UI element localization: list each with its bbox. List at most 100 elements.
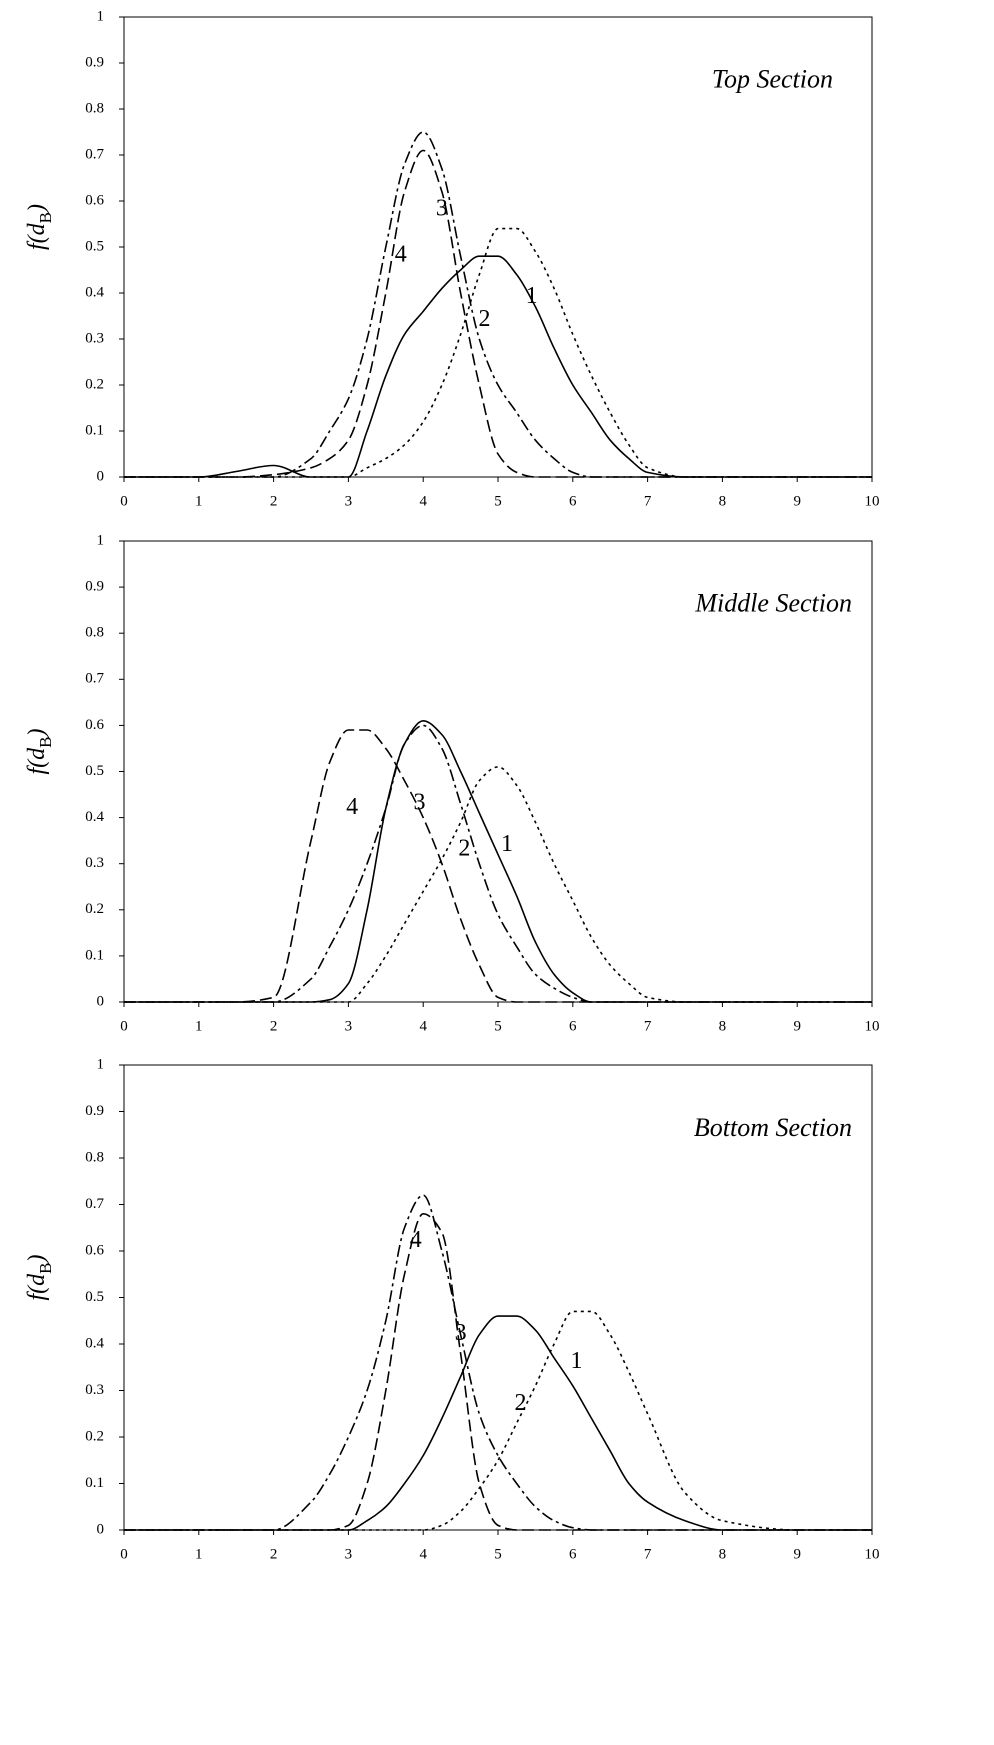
panel-title: Bottom Section (694, 1113, 852, 1142)
y-tick-label: 0 (97, 993, 105, 1009)
y-tick-label: 0.9 (85, 1103, 104, 1119)
series-line (124, 131, 873, 478)
y-tick-label: 0.5 (85, 238, 104, 254)
x-tick-label: 2 (270, 493, 278, 509)
x-tick-label: 6 (569, 1018, 577, 1034)
x-tick-label: 0 (120, 1018, 128, 1034)
y-axis-label-part: ) (24, 204, 50, 214)
x-tick-label: 10 (865, 1546, 880, 1562)
y-tick-label: 0 (97, 468, 105, 484)
x-tick-label: 2 (270, 1546, 278, 1562)
series-line (123, 766, 872, 1003)
x-tick-label: 6 (569, 493, 577, 509)
x-tick-label: 7 (644, 1018, 652, 1034)
y-tick-label: 0.4 (85, 284, 104, 300)
x-tick-label: 9 (793, 1018, 801, 1034)
y-axis-label: f(dB) (24, 728, 56, 774)
y-axis-label-part: ) (24, 728, 50, 738)
series-label: 1 (501, 831, 513, 857)
series-line (123, 729, 872, 1003)
series-label: 2 (514, 1390, 526, 1416)
series-label: 2 (458, 835, 470, 861)
y-axis-label: f(dB) (24, 1254, 56, 1300)
x-tick-label: 1 (195, 1018, 203, 1034)
series-label: 3 (413, 789, 425, 815)
x-tick-label: 0 (120, 1546, 128, 1562)
x-tick-label: 6 (569, 1546, 577, 1562)
y-tick-label: 0.6 (85, 192, 104, 208)
x-tick-label: 5 (494, 493, 502, 509)
y-tick-label: 0.9 (85, 54, 104, 70)
x-tick-label: 10 (865, 1018, 880, 1034)
y-tick-label: 1 (97, 8, 105, 24)
series-label: 2 (479, 306, 491, 332)
series-line (124, 227, 873, 478)
x-tick-label: 3 (345, 1546, 353, 1562)
y-tick-label: 0 (97, 1521, 105, 1537)
y-tick-label: 0.8 (85, 1149, 104, 1165)
panel-title: Top Section (712, 64, 833, 93)
series-label: 4 (410, 1227, 422, 1253)
series-label: 3 (436, 196, 448, 222)
y-tick-label: 0.8 (85, 100, 104, 116)
x-tick-label: 3 (345, 493, 353, 509)
y-tick-label: 0.1 (85, 947, 104, 963)
y-axis-label-part: f(d (24, 1273, 50, 1301)
y-tick-label: 0.9 (85, 579, 104, 595)
y-tick-label: 0.2 (85, 376, 104, 392)
y-tick-label: 0.7 (85, 671, 104, 687)
y-tick-label: 0.7 (85, 1196, 104, 1212)
y-tick-label: 1 (97, 532, 105, 548)
series-label: 1 (571, 1348, 583, 1374)
x-tick-label: 4 (419, 1018, 427, 1034)
y-tick-label: 0.2 (85, 901, 104, 917)
x-tick-label: 3 (345, 1018, 353, 1034)
x-tick-label: 5 (494, 1546, 502, 1562)
x-tick-label: 9 (793, 1546, 801, 1562)
x-tick-label: 8 (719, 1018, 727, 1034)
x-tick-label: 8 (719, 493, 727, 509)
y-tick-label: 0.6 (85, 1242, 104, 1258)
y-axis-label-part: B (36, 212, 55, 223)
y-axis-label-part: f(d (24, 222, 50, 250)
series-label: 4 (395, 242, 407, 268)
series-line (123, 1212, 872, 1531)
series-line (123, 719, 872, 1003)
x-tick-label: 7 (644, 493, 652, 509)
y-tick-label: 0.4 (85, 1335, 104, 1351)
y-tick-label: 0.8 (85, 625, 104, 641)
panel-title: Middle Section (694, 589, 852, 618)
series-line (123, 1310, 872, 1531)
y-axis-label-part: ) (24, 1254, 50, 1264)
series-label: 1 (526, 283, 538, 309)
y-tick-label: 0.4 (85, 809, 104, 825)
x-tick-label: 4 (419, 1546, 427, 1562)
series-line (123, 1194, 872, 1531)
y-tick-label: 0.5 (85, 1289, 104, 1305)
x-tick-label: 4 (419, 493, 427, 509)
series-line (123, 724, 872, 1003)
y-axis-label-part: B (36, 1262, 55, 1273)
y-tick-label: 0.3 (85, 855, 104, 871)
x-tick-label: 2 (270, 1018, 278, 1034)
x-tick-label: 0 (120, 493, 128, 509)
x-tick-label: 8 (719, 1546, 727, 1562)
y-tick-label: 0.3 (85, 330, 104, 346)
series-line (123, 1315, 872, 1531)
y-tick-label: 0.3 (85, 1382, 104, 1398)
y-axis-label: f(dB) (24, 204, 56, 250)
x-tick-label: 10 (865, 493, 880, 509)
y-tick-label: 0.5 (85, 763, 104, 779)
y-tick-label: 1 (97, 1056, 105, 1072)
y-tick-label: 0.1 (85, 422, 104, 438)
series-line (124, 255, 873, 478)
x-tick-label: 9 (793, 493, 801, 509)
y-tick-label: 0.1 (85, 1475, 104, 1491)
x-tick-label: 5 (494, 1018, 502, 1034)
series-label: 4 (346, 794, 358, 820)
x-tick-label: 1 (195, 493, 203, 509)
x-tick-label: 7 (644, 1546, 652, 1562)
y-tick-label: 0.2 (85, 1428, 104, 1444)
y-tick-label: 0.6 (85, 717, 104, 733)
